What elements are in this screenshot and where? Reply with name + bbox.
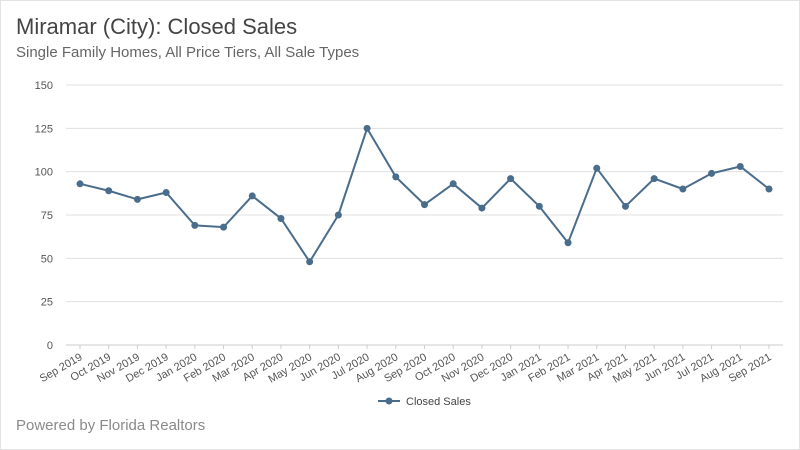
data-point[interactable] (650, 175, 658, 183)
footer-credit: Powered by Florida Realtors (16, 417, 206, 434)
y-tick-label: 0 (47, 340, 53, 352)
data-point[interactable] (478, 204, 486, 212)
data-point[interactable] (564, 239, 572, 247)
data-point[interactable] (421, 201, 428, 209)
y-tick-label: 100 (35, 167, 53, 179)
y-axis: 0 25 50 75 100 125 150 (35, 80, 53, 352)
series-closed-sales (76, 124, 773, 266)
legend-label: Closed Sales (406, 396, 471, 408)
data-point[interactable] (277, 214, 285, 222)
data-point[interactable] (105, 187, 113, 195)
legend-marker-icon (385, 397, 393, 405)
data-point[interactable] (535, 202, 543, 210)
data-point[interactable] (76, 180, 84, 188)
series-line-closed-sales (79, 127, 770, 263)
data-point[interactable] (162, 188, 170, 196)
y-tick-label: 25 (41, 297, 53, 309)
data-point[interactable] (248, 192, 256, 200)
y-tick-label: 150 (35, 80, 53, 92)
data-point[interactable] (334, 211, 342, 219)
grid-lines (66, 84, 783, 346)
data-point[interactable] (507, 175, 515, 183)
data-point[interactable] (593, 164, 601, 172)
data-point[interactable] (392, 173, 400, 181)
data-point[interactable] (736, 162, 744, 170)
data-point[interactable] (708, 169, 716, 177)
data-point[interactable] (363, 124, 371, 132)
chart-subtitle: Single Family Homes, All Price Tiers, Al… (16, 44, 360, 61)
chart-title: Miramar (City): Closed Sales (16, 14, 298, 39)
y-tick-label: 75 (41, 210, 53, 222)
data-point[interactable] (191, 221, 199, 229)
data-point[interactable] (765, 185, 773, 193)
legend[interactable]: Closed Sales (378, 396, 471, 408)
y-tick-label: 50 (41, 253, 53, 265)
data-point[interactable] (679, 185, 687, 193)
data-point[interactable] (133, 195, 141, 203)
y-tick-label: 125 (35, 123, 53, 135)
data-point[interactable] (449, 180, 457, 188)
data-point[interactable] (621, 202, 629, 210)
data-point[interactable] (220, 223, 228, 231)
data-point[interactable] (306, 258, 314, 266)
